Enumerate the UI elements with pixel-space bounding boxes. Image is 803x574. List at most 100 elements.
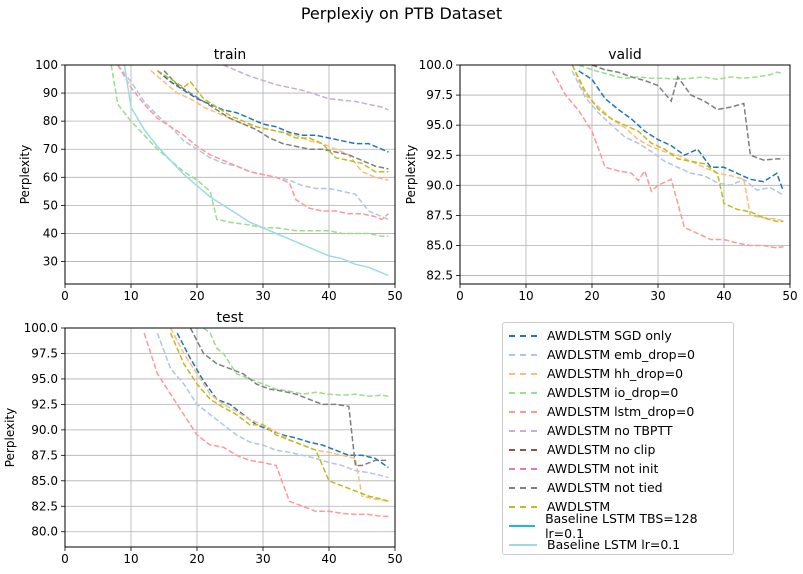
series-line — [578, 65, 784, 81]
series-line — [223, 65, 389, 111]
series-line — [163, 70, 389, 170]
series-line — [189, 328, 389, 467]
legend-swatch — [509, 505, 537, 508]
legend-label: AWDLSTM not tied — [547, 480, 663, 495]
legend-swatch — [509, 543, 537, 546]
legend-item: Baseline LSTM TBS=128 lr=0.1 — [509, 511, 727, 541]
legend-swatch — [509, 448, 537, 451]
legend-swatch — [509, 524, 536, 527]
y-tick-label: 82.5 — [31, 499, 58, 513]
y-axis-label: Perplexity — [3, 408, 17, 468]
legend-swatch — [509, 410, 537, 413]
legend-label: AWDLSTM SGD only — [547, 328, 672, 343]
series-line — [571, 70, 784, 196]
legend-label: AWDLSTM lstm_drop=0 — [547, 404, 695, 419]
legend-item: AWDLSTM not tied — [509, 478, 727, 497]
y-tick-label: 82.5 — [426, 269, 453, 283]
y-tick-label: 90 — [43, 86, 58, 100]
series-line — [117, 65, 389, 221]
series-line — [591, 65, 784, 161]
series-line — [169, 332, 389, 502]
series-line — [156, 332, 389, 479]
x-tick-label: 40 — [321, 552, 336, 566]
legend-swatch — [509, 486, 537, 489]
x-tick-label: 10 — [123, 552, 138, 566]
series-line — [110, 65, 389, 238]
legend-swatch — [509, 353, 537, 356]
legend-item: AWDLSTM lstm_drop=0 — [509, 402, 727, 421]
y-tick-label: 80.0 — [31, 525, 58, 539]
legend-item: AWDLSTM not init — [509, 459, 727, 478]
y-tick-label: 70 — [43, 142, 58, 156]
legend-item: AWDLSTM emb_drop=0 — [509, 345, 727, 364]
y-tick-label: 92.5 — [31, 397, 58, 411]
y-tick-label: 87.5 — [31, 448, 58, 462]
x-tick-label: 10 — [123, 289, 138, 303]
y-tick-label: 100.0 — [24, 321, 58, 335]
y-tick-label: 95.0 — [31, 372, 58, 386]
series-line — [571, 65, 784, 223]
legend: AWDLSTM SGD only AWDLSTM emb_drop=0 AWDLST… — [502, 322, 734, 555]
x-tick-label: 30 — [650, 289, 665, 303]
legend-item: AWDLSTM no clip — [509, 440, 727, 459]
legend-label: AWDLSTM hh_drop=0 — [547, 366, 684, 381]
subplot-title: test — [217, 310, 244, 326]
legend-item: AWDLSTM no TBPTT — [509, 421, 727, 440]
legend-label: AWDLSTM emb_drop=0 — [547, 347, 696, 362]
legend-swatch — [509, 429, 537, 432]
y-tick-label: 50 — [43, 198, 58, 212]
legend-label: AWDLSTM not init — [547, 461, 659, 476]
figure-title: Perplexiy on PTB Dataset — [300, 4, 503, 23]
legend-label: AWDLSTM no clip — [547, 442, 656, 457]
legend-swatch — [509, 467, 537, 470]
y-tick-label: 97.5 — [31, 346, 58, 360]
x-tick-label: 50 — [782, 289, 797, 303]
series-line — [578, 70, 785, 192]
series-line — [123, 65, 389, 277]
y-axis-label: Perplexity — [404, 145, 418, 205]
x-tick-label: 40 — [716, 289, 731, 303]
y-tick-label: 85.0 — [31, 474, 58, 488]
series-line — [117, 65, 389, 221]
y-tick-label: 40 — [43, 226, 58, 240]
legend-swatch — [509, 391, 537, 394]
y-tick-label: 90.0 — [31, 423, 58, 437]
x-tick-label: 50 — [387, 552, 402, 566]
x-tick-label: 20 — [584, 289, 599, 303]
plot-frame — [64, 327, 396, 548]
x-tick-label: 30 — [255, 552, 270, 566]
x-tick-label: 10 — [518, 289, 533, 303]
plot-frame — [64, 64, 396, 285]
y-tick-label: 95.0 — [426, 118, 453, 132]
x-tick-label: 20 — [189, 289, 204, 303]
y-axis-label: Perplexity — [18, 145, 32, 205]
y-tick-label: 100.0 — [419, 58, 453, 72]
y-tick-label: 80 — [43, 114, 58, 128]
plot-valid: 0 10 20 30 40 50 82.5 85.0 87.5 90.0 92.5 95.0 97.5 1… — [404, 47, 798, 303]
legend-item: AWDLSTM hh_drop=0 — [509, 364, 727, 383]
series-line — [176, 332, 389, 469]
series-line — [571, 65, 784, 223]
series-line — [156, 69, 389, 173]
x-tick-label: 20 — [189, 552, 204, 566]
legend-swatch — [509, 372, 537, 375]
x-tick-label: 0 — [61, 289, 69, 303]
legend-label: Baseline LSTM lr=0.1 — [547, 537, 681, 552]
y-tick-label: 85.0 — [426, 238, 453, 252]
x-tick-label: 0 — [456, 289, 464, 303]
y-tick-label: 97.5 — [426, 88, 453, 102]
series-line — [169, 328, 389, 502]
y-tick-label: 30 — [43, 255, 58, 269]
y-tick-label: 92.5 — [426, 148, 453, 162]
series-line — [203, 328, 389, 397]
legend-swatch — [509, 334, 537, 337]
legend-item: AWDLSTM — [509, 497, 727, 516]
y-tick-label: 90.0 — [426, 178, 453, 192]
subplot-title: valid — [608, 47, 642, 63]
legend-label: AWDLSTM — [547, 499, 611, 514]
legend-item: Baseline LSTM lr=0.1 — [509, 535, 727, 554]
legend-label: AWDLSTM no TBPTT — [547, 423, 673, 438]
legend-label: AWDLSTM io_drop=0 — [547, 385, 679, 400]
legend-item: AWDLSTM io_drop=0 — [509, 383, 727, 402]
subplot-title: train — [214, 47, 247, 63]
